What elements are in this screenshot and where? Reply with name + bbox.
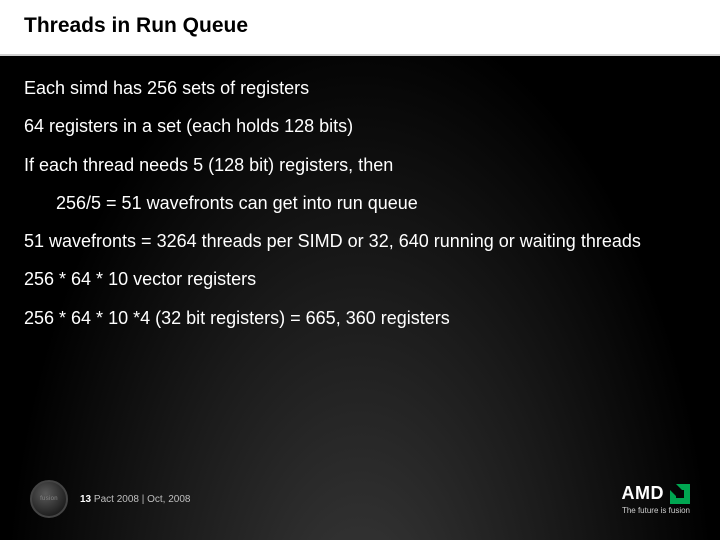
- page-number: 13: [80, 494, 91, 505]
- fusion-badge-icon: fusion: [30, 480, 68, 518]
- amd-tagline: The future is fusion: [622, 506, 690, 515]
- amd-arrow-icon: [670, 484, 690, 504]
- body-line-indent: 256/5 = 51 wavefronts can get into run q…: [24, 191, 696, 215]
- presentation-date: Oct, 2008: [147, 494, 190, 505]
- footer: fusion 13 Pact 2008 | Oct, 2008 AMD The …: [30, 480, 690, 518]
- body-line: If each thread needs 5 (128 bit) registe…: [24, 153, 696, 177]
- body-line: 51 wavefronts = 3264 threads per SIMD or…: [24, 229, 696, 253]
- amd-wordmark: AMD: [622, 483, 665, 504]
- footer-left: fusion 13 Pact 2008 | Oct, 2008: [30, 480, 190, 518]
- body-line: 64 registers in a set (each holds 128 bi…: [24, 114, 696, 138]
- body-line: 256 * 64 * 10 *4 (32 bit registers) = 66…: [24, 306, 696, 330]
- amd-logo: AMD: [622, 483, 691, 504]
- footer-caption: 13 Pact 2008 | Oct, 2008: [80, 494, 190, 505]
- presentation-name: Pact 2008: [94, 494, 139, 505]
- title-band: Threads in Run Queue: [0, 0, 720, 56]
- body-line: Each simd has 256 sets of registers: [24, 76, 696, 100]
- slide-content: Each simd has 256 sets of registers 64 r…: [24, 76, 696, 344]
- body-line: 256 * 64 * 10 vector registers: [24, 267, 696, 291]
- slide-title: Threads in Run Queue: [24, 14, 696, 38]
- fusion-badge-label: fusion: [40, 496, 58, 502]
- slide: Threads in Run Queue Each simd has 256 s…: [0, 0, 720, 540]
- footer-right: AMD The future is fusion: [622, 483, 691, 515]
